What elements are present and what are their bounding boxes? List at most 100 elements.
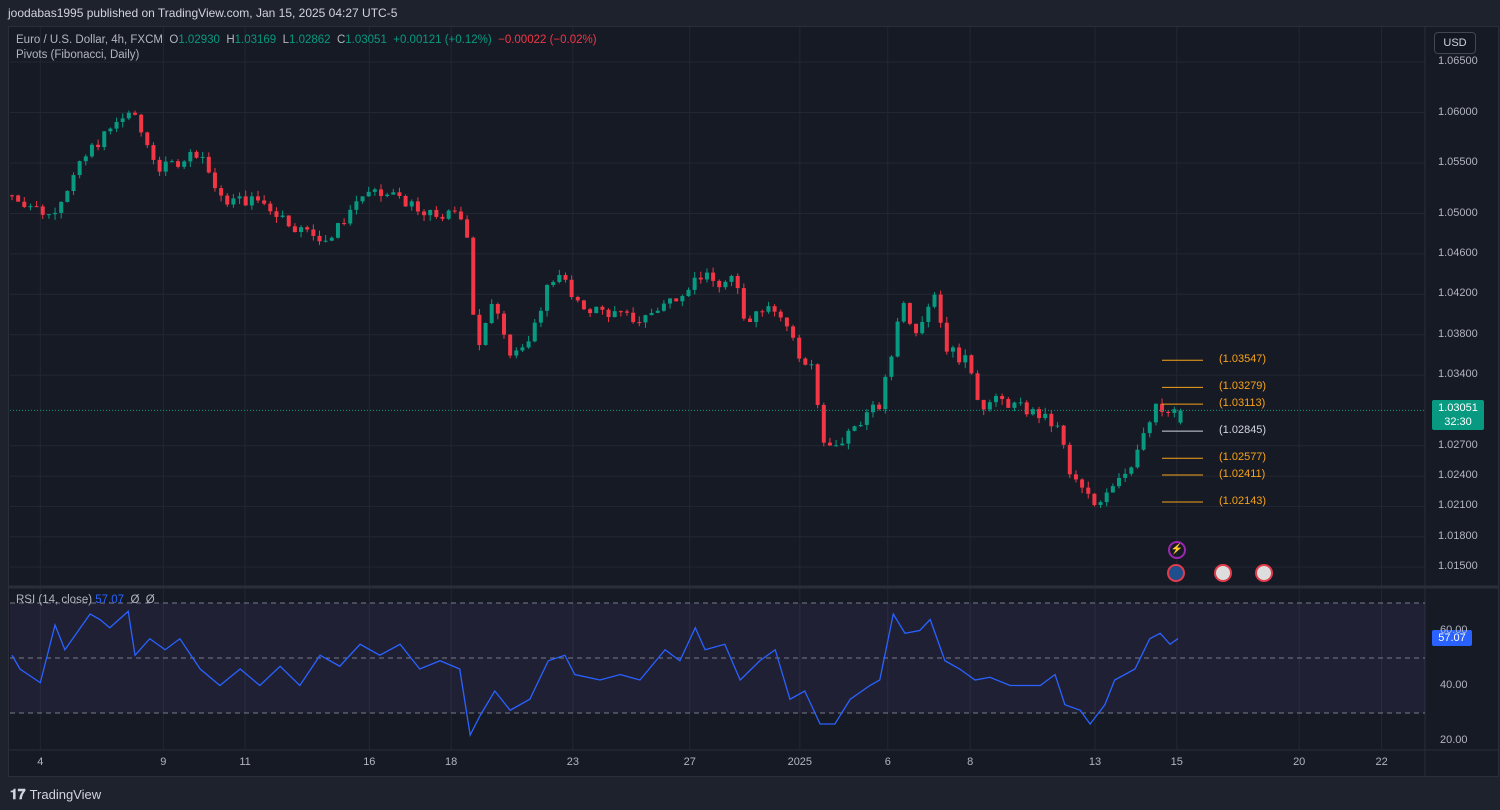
currency-button[interactable]: USD bbox=[1434, 32, 1476, 54]
candle-body bbox=[563, 275, 568, 280]
price-axis-label: 1.04600 bbox=[1438, 246, 1478, 259]
candle-body bbox=[1135, 449, 1140, 468]
candle-body bbox=[366, 191, 371, 197]
candle-body bbox=[834, 445, 839, 447]
candle-body bbox=[502, 313, 506, 335]
candle-body bbox=[446, 210, 451, 219]
candle-body bbox=[299, 227, 304, 233]
candle-body bbox=[643, 315, 648, 323]
candle-body bbox=[1147, 422, 1152, 434]
time-axis-label: 18 bbox=[444, 756, 458, 768]
candle-body bbox=[815, 364, 820, 405]
candle-body bbox=[680, 296, 685, 302]
time-axis-label: 22 bbox=[1375, 756, 1388, 768]
us-flag-event-icon[interactable] bbox=[1214, 564, 1232, 582]
rsi-label[interactable]: RSI (14, close) bbox=[16, 594, 93, 606]
us-flag-event-icon[interactable] bbox=[1255, 564, 1273, 582]
candle-body bbox=[901, 303, 906, 322]
candle-body bbox=[532, 322, 537, 342]
candle-body bbox=[729, 275, 734, 282]
candle-body bbox=[588, 309, 593, 314]
candle-body bbox=[206, 156, 211, 173]
bar-countdown: 32:30 bbox=[1444, 416, 1472, 428]
candle-body bbox=[1000, 395, 1005, 400]
candle-body bbox=[194, 151, 199, 158]
candle-body bbox=[34, 206, 39, 208]
candle-body bbox=[1178, 410, 1183, 423]
candle-body bbox=[674, 298, 679, 302]
indicator-label[interactable]: Pivots (Fibonacci, Daily) bbox=[16, 49, 140, 61]
candle-body bbox=[655, 310, 660, 313]
candle-body bbox=[169, 161, 174, 163]
candle-body bbox=[1049, 413, 1054, 427]
price-axis-label: 1.05500 bbox=[1438, 156, 1478, 168]
candle-body bbox=[342, 223, 347, 225]
candle-body bbox=[422, 211, 427, 216]
candle-body bbox=[637, 322, 642, 324]
candle-body bbox=[625, 311, 629, 313]
candle-body bbox=[243, 196, 248, 206]
published-caption: joodabas1995 published on TradingView.co… bbox=[8, 6, 398, 20]
candle-body bbox=[686, 289, 691, 297]
candle-body bbox=[231, 198, 236, 205]
rsi-axis-label: 60.00 bbox=[1440, 623, 1468, 636]
candle-body bbox=[735, 275, 740, 289]
price-axis-label: 1.03800 bbox=[1438, 327, 1478, 340]
candle-body bbox=[994, 395, 998, 403]
candle-body bbox=[1030, 409, 1035, 415]
candle-body bbox=[618, 311, 623, 313]
rsi-extra-2: Ø bbox=[145, 594, 155, 606]
candle-body bbox=[766, 306, 771, 312]
candle-body bbox=[120, 118, 125, 122]
candle-body bbox=[1153, 403, 1158, 423]
candle-body bbox=[889, 356, 894, 377]
candle-body bbox=[1024, 402, 1029, 415]
candle-body bbox=[950, 347, 955, 352]
candle-body bbox=[1160, 403, 1165, 412]
candle-body bbox=[754, 311, 759, 322]
candle-body bbox=[1073, 474, 1078, 480]
candle-body bbox=[1166, 411, 1171, 413]
candle-body bbox=[938, 294, 943, 323]
candle-body bbox=[176, 161, 181, 167]
candle-body bbox=[1018, 402, 1023, 404]
candle-body bbox=[932, 294, 937, 307]
candle-body bbox=[581, 300, 586, 310]
candle-body bbox=[262, 200, 267, 204]
candle-body bbox=[1037, 409, 1042, 419]
lightning-event-icon[interactable]: ⚡ bbox=[1168, 541, 1186, 559]
candle-body bbox=[348, 209, 353, 224]
high-value: 1.03169 bbox=[234, 34, 277, 46]
footer-brand: 𝟏𝟕 TradingView bbox=[10, 786, 101, 803]
candle-body bbox=[409, 201, 414, 207]
time-axis-label: 23 bbox=[566, 756, 579, 768]
candle-body bbox=[477, 314, 482, 346]
price-axis-label: 1.02400 bbox=[1438, 469, 1478, 482]
eu-flag-event-icon[interactable] bbox=[1167, 564, 1185, 582]
candle-body bbox=[77, 161, 82, 176]
candle-body bbox=[649, 312, 654, 316]
pivot-label: (1.03279) bbox=[1219, 380, 1267, 393]
time-axis-label: 2025 bbox=[787, 756, 813, 768]
candle-body bbox=[212, 172, 217, 189]
candle-body bbox=[975, 373, 980, 400]
candle-body bbox=[1067, 444, 1072, 475]
candle-body bbox=[526, 341, 531, 348]
candle-body bbox=[96, 144, 101, 148]
rsi-value-tag: 57.07 bbox=[1432, 630, 1472, 646]
candle-body bbox=[717, 280, 722, 288]
candle-body bbox=[944, 322, 949, 352]
candle-body bbox=[286, 215, 291, 227]
candle-body bbox=[403, 195, 408, 207]
time-axis-label: 8 bbox=[967, 756, 974, 768]
low-label: L bbox=[282, 34, 289, 46]
rsi-axis-label: 40.00 bbox=[1440, 678, 1468, 691]
symbol-name[interactable]: Euro / U.S. Dollar, 4h, FXCM bbox=[16, 34, 163, 46]
candle-body bbox=[520, 347, 525, 351]
candle-body bbox=[840, 443, 845, 446]
candle-body bbox=[16, 195, 21, 202]
candle-body bbox=[821, 404, 826, 443]
candle-body bbox=[268, 203, 273, 212]
candle-body bbox=[1123, 473, 1128, 478]
